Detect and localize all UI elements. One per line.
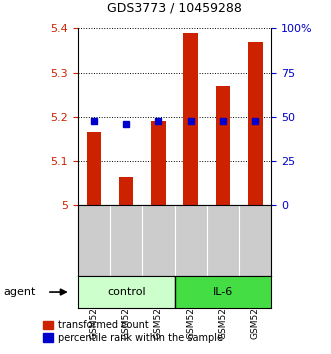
Bar <box>216 86 230 205</box>
Bar <box>119 177 133 205</box>
Bar <box>174 276 271 308</box>
Text: control: control <box>107 287 146 297</box>
Text: GDS3773 / 10459288: GDS3773 / 10459288 <box>107 1 242 14</box>
Text: IL-6: IL-6 <box>213 287 233 297</box>
Bar <box>248 42 262 205</box>
Bar <box>78 276 174 308</box>
Bar <box>151 121 166 205</box>
Text: agent: agent <box>3 287 36 297</box>
Bar <box>183 33 198 205</box>
Legend: transformed count, percentile rank within the sample: transformed count, percentile rank withi… <box>43 320 222 343</box>
Bar <box>87 132 101 205</box>
